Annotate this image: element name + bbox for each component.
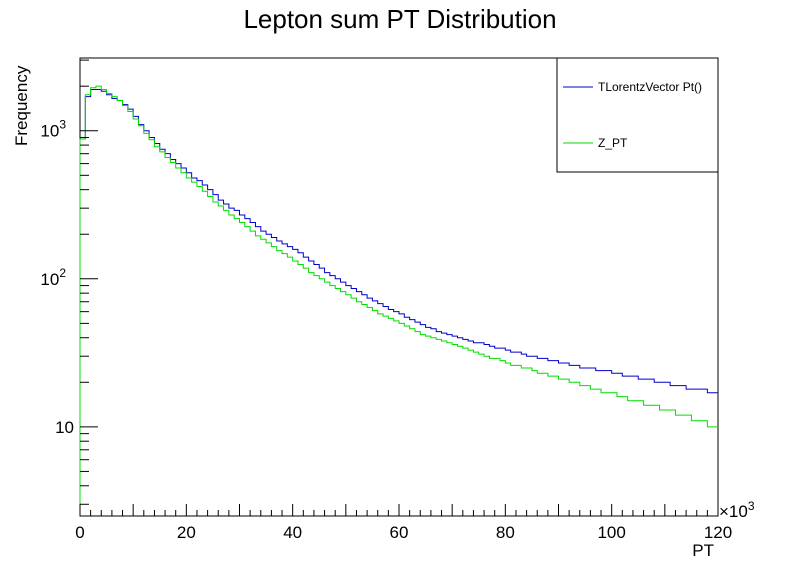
y-tick-label: 10 [55,418,74,437]
y-tick-label: 102 [40,266,66,289]
y-tick-label: 103 [40,118,66,141]
legend-label-tlorentz: TLorentzVector Pt() [598,80,702,94]
x-tick-label: 60 [390,523,409,542]
legend-box [556,57,719,173]
legend-label-zpt: Z_PT [598,136,628,150]
chart-title: Lepton sum PT Distribution [243,4,556,34]
series-line-1 [79,85,718,516]
x-tick-label: 0 [75,523,84,542]
x-multiplier-base: ×10 [719,502,748,521]
x-tick-label: 80 [496,523,515,542]
histogram-layer [79,85,718,516]
x-axis-label: PT [692,541,714,560]
legend: TLorentzVector Pt() Z_PT [556,57,719,173]
x-tick-label: 120 [704,523,732,542]
x-tick-label: 20 [177,523,196,542]
x-multiplier-exp: 3 [748,499,755,513]
y-axis-ticks: 10 102 103 [40,59,98,505]
x-tick-label: 40 [283,523,302,542]
x-multiplier: ×103 [719,499,755,521]
y-axis-label: Frequency [12,65,31,146]
x-axis-ticks: 0 20 40 60 80 100 120 [75,504,732,542]
x-tick-label: 100 [597,523,625,542]
